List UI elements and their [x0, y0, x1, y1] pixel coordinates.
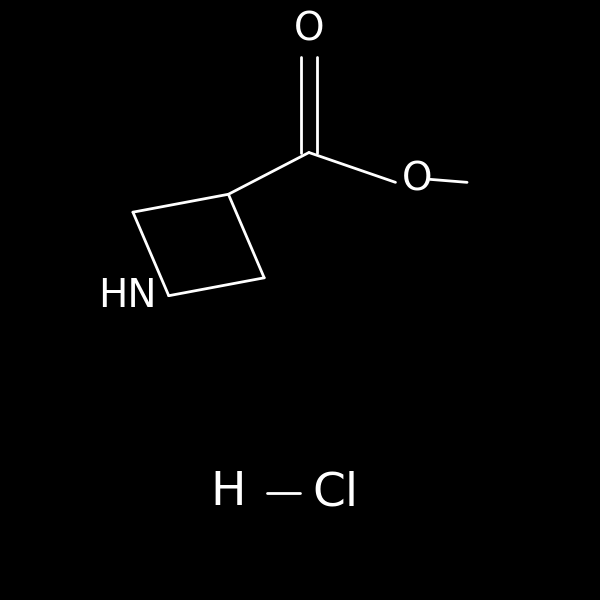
Text: O: O	[293, 10, 324, 48]
Text: HN: HN	[98, 277, 157, 315]
Text: Cl: Cl	[313, 470, 359, 515]
Text: H: H	[211, 470, 246, 515]
Text: O: O	[401, 160, 432, 199]
